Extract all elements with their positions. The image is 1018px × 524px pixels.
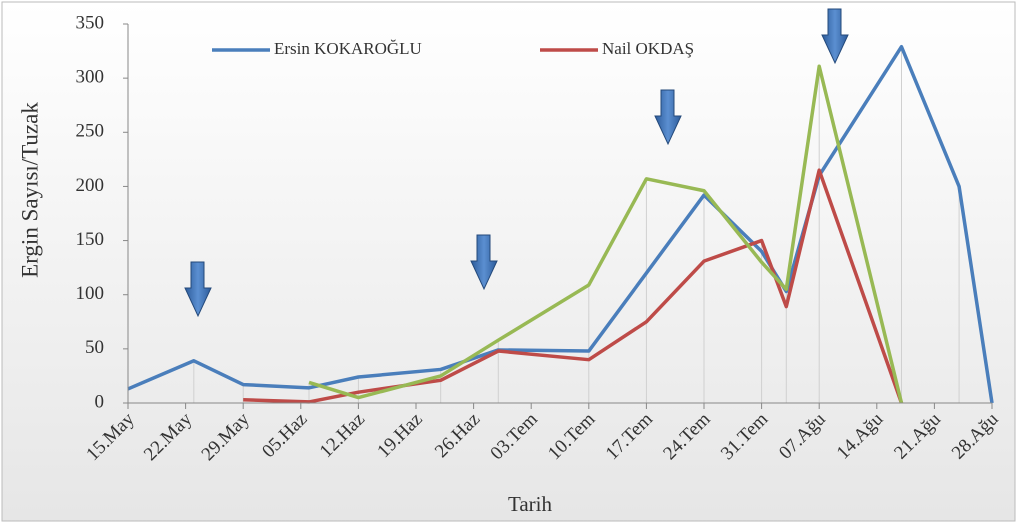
y-tick-label: 250 <box>76 121 105 142</box>
legend-label: Ersin KOKAROĞLU <box>274 39 422 58</box>
y-tick-label: 150 <box>76 229 105 250</box>
plot-area <box>127 44 994 404</box>
y-tick-label: 50 <box>85 337 104 358</box>
legend-label: Nail OKDAŞ <box>602 39 694 58</box>
y-tick-label: 300 <box>76 67 105 88</box>
x-axis-label: Tarih <box>508 492 553 516</box>
arrow <box>184 261 212 318</box>
arrow <box>470 234 498 291</box>
y-tick-label: 200 <box>76 175 105 196</box>
arrow <box>821 8 849 65</box>
y-tick-label: 0 <box>95 391 105 412</box>
arrow <box>654 89 682 146</box>
series-line <box>127 44 994 404</box>
y-axis-label: Ergin Sayısı/Tuzak <box>17 102 42 278</box>
arrows <box>184 8 849 318</box>
y-tick-label: 100 <box>76 283 105 304</box>
series-line <box>308 64 904 404</box>
y-tick-label: 350 <box>76 12 105 33</box>
